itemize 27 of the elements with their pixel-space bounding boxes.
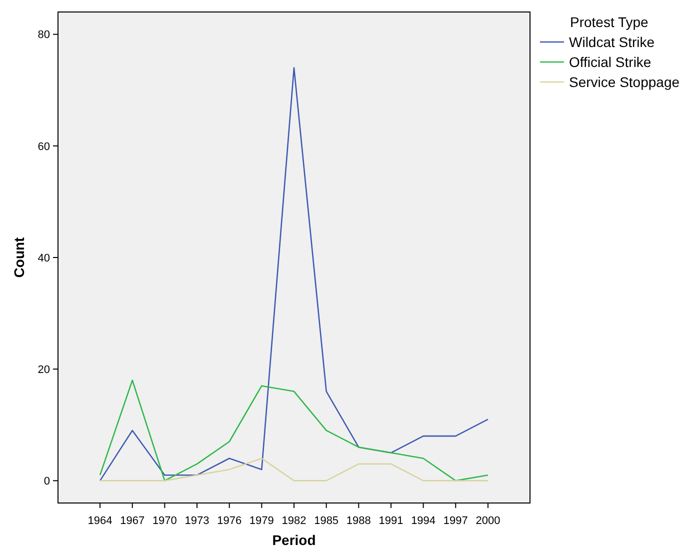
y-tick-label: 40 [38, 252, 50, 264]
y-tick-label: 60 [38, 140, 50, 153]
x-tick-label: 1988 [346, 515, 371, 527]
y-tick-label: 0 [44, 476, 50, 488]
line-series [99, 380, 489, 482]
x-tick-label: 1964 [88, 515, 112, 527]
legend-label: Official Strike [569, 54, 652, 70]
x-tick-label: 1976 [217, 515, 242, 527]
x-tick-label: 1994 [411, 515, 436, 527]
x-axis-title: Period [272, 532, 316, 548]
line-series [99, 458, 489, 482]
line-series [99, 67, 489, 482]
x-tick-label: 1991 [378, 515, 404, 527]
x-tick-label: 1982 [282, 515, 306, 527]
legend-label: Service Stoppage [569, 74, 680, 90]
y-tick-label: 80 [38, 29, 50, 42]
x-tick-label: 1973 [184, 515, 210, 527]
y-axis-title: Count [11, 236, 27, 278]
x-tick-label: 1997 [443, 515, 468, 527]
x-tick-label: 1967 [120, 515, 145, 527]
x-tick-label: 2000 [476, 515, 500, 527]
legend-title: Protest Type [570, 14, 649, 30]
x-tick-label: 1970 [152, 515, 177, 527]
x-tick-label: 1985 [314, 515, 339, 527]
y-tick-label: 20 [38, 364, 50, 376]
x-tick-label: 1979 [249, 515, 274, 527]
legend-label: Wildcat Strike [569, 34, 655, 50]
